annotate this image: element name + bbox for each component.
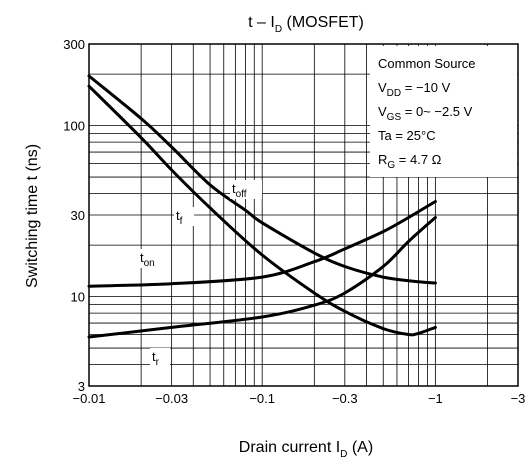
series-line-tf bbox=[87, 84, 437, 337]
series-label-background bbox=[150, 348, 170, 367]
series-label-toff: toff bbox=[232, 181, 247, 200]
title-subscript: D bbox=[275, 24, 282, 35]
plot-frame bbox=[88, 43, 519, 387]
series-labels: toff tf ton tr bbox=[138, 180, 262, 368]
conditions-background bbox=[370, 46, 517, 177]
x-tick-label: −0.3 bbox=[332, 391, 358, 406]
x-tick-label: −3 bbox=[511, 391, 526, 406]
x-tick-label: −1 bbox=[428, 391, 443, 406]
title-main: t – I bbox=[248, 14, 275, 31]
series-label-tr: tr bbox=[152, 349, 160, 368]
y-tick-label: 3 bbox=[78, 379, 85, 394]
series-label-background bbox=[138, 249, 164, 268]
condition-text: VDD = −10 V bbox=[378, 80, 451, 99]
condition-text: Common Source bbox=[378, 56, 476, 71]
y-axis-label: Switching time t (ns) bbox=[24, 144, 41, 288]
y-axis-ticks: 3 10 30 100 300 bbox=[63, 37, 85, 394]
condition-text: RG = 4.7 Ω bbox=[378, 152, 442, 171]
x-tick-label: −0.03 bbox=[155, 391, 188, 406]
x-axis-ticks: −0.01 −0.03 −0.1 −0.3 −1 −3 bbox=[73, 391, 526, 406]
y-tick-label: 300 bbox=[63, 37, 85, 52]
grid-lines bbox=[89, 44, 518, 386]
y-tick-label: 100 bbox=[63, 119, 85, 134]
series-label-ton: ton bbox=[140, 250, 155, 269]
x-tick-label: −0.01 bbox=[73, 391, 106, 406]
y-tick-label: 30 bbox=[71, 208, 85, 223]
title-suffix: (MOSFET) bbox=[282, 14, 364, 31]
curves bbox=[87, 74, 437, 339]
x-axis-label: Drain current ID (A) bbox=[239, 439, 373, 460]
condition-text: Ta = 25°C bbox=[378, 128, 436, 143]
series-line-tr bbox=[87, 216, 437, 339]
series-line-toff bbox=[87, 74, 437, 285]
series-label-background bbox=[230, 180, 262, 199]
series-label-tf: tf bbox=[176, 208, 183, 227]
condition-text: VGS = 0~ −2.5 V bbox=[378, 104, 473, 123]
y-tick-label: 10 bbox=[71, 290, 85, 305]
series-line-ton bbox=[87, 200, 437, 288]
x-tick-label: −0.1 bbox=[249, 391, 275, 406]
series-label-background bbox=[174, 207, 194, 226]
chart-title: t – ID (MOSFET) bbox=[248, 14, 364, 35]
svg-text:t – ID (MOSFET): t – ID (MOSFET) bbox=[248, 14, 364, 35]
conditions-box: Common Source VDD = −10 V VGS = 0~ −2.5 V T… bbox=[370, 46, 517, 177]
